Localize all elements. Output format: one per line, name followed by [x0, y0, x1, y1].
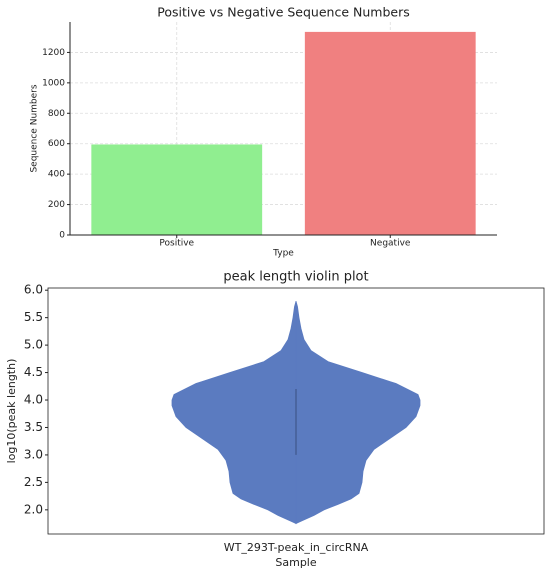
plot-frame: [47, 287, 545, 535]
chart-title: peak length violin plot: [223, 270, 368, 285]
y-tick-label: 5.0: [24, 338, 43, 352]
y-tick-label: 4.5: [24, 365, 43, 379]
x-tick-label: Negative: [370, 239, 411, 249]
x-tick-label: Positive: [159, 239, 194, 249]
chart-title: Positive vs Negative Sequence Numbers: [157, 5, 409, 20]
bar: [91, 144, 263, 235]
violin-half: [171, 301, 297, 525]
y-tick-label: 800: [48, 109, 65, 119]
y-tick-label: 2.0: [24, 502, 43, 516]
y-tick-label: 3.0: [24, 447, 43, 461]
y-tick-label: 6.0: [24, 283, 43, 297]
y-tick-label: 3.5: [24, 420, 43, 434]
y-tick-label: 4.0: [24, 393, 43, 407]
x-axis-label: Sample: [275, 556, 316, 569]
x-tick-label: WT_293T-peak_in_circRNA: [224, 541, 369, 554]
y-tick-label: 2.5: [24, 475, 43, 489]
y-axis-label: log10(peak length): [5, 359, 18, 464]
y-tick-label: 0: [59, 231, 65, 241]
y-tick-label: 600: [48, 139, 65, 149]
y-tick-label: 200: [48, 200, 65, 210]
violin-half: [295, 301, 421, 525]
y-tick-label: 400: [48, 170, 65, 180]
y-axis-label: Sequence Numbers: [30, 84, 40, 172]
y-tick-label: 1200: [42, 48, 65, 58]
y-tick-label: 1000: [42, 78, 65, 88]
bar: [304, 31, 476, 236]
y-tick-label: 5.5: [24, 310, 43, 324]
x-axis-label: Type: [272, 249, 294, 259]
